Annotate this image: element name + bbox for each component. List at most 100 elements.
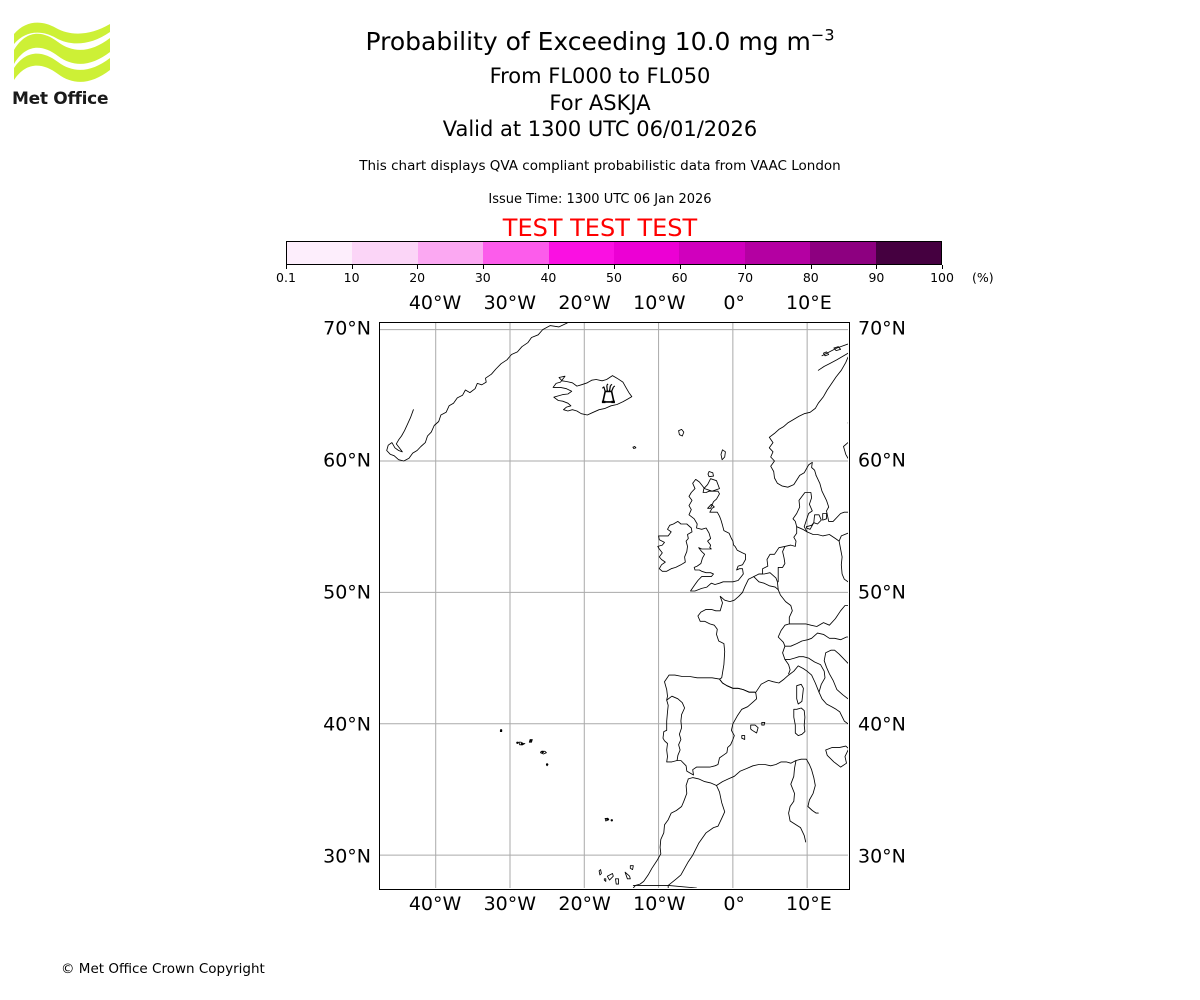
lat-label-right-3: 40°N — [858, 713, 906, 736]
colorbar-tick-label-9: 90 — [868, 270, 885, 285]
island-dot-6 — [606, 817, 609, 821]
lat-label-left-2: 50°N — [323, 581, 371, 604]
colorbar-tick-label-0: 0.1 — [276, 270, 296, 285]
subtitle-volcano: For ASKJA — [549, 91, 651, 115]
colorbar-band-6 — [679, 242, 745, 264]
lat-label-right-2: 50°N — [858, 581, 906, 604]
map-plot-area[interactable] — [379, 322, 850, 890]
coastline-path-21 — [667, 785, 726, 886]
lat-label-left-0: 70°N — [323, 317, 371, 340]
coastline-path-41 — [528, 739, 533, 743]
coastline-path-48 — [615, 878, 619, 885]
colorbar-unit-label: (%) — [972, 270, 994, 285]
lon-label-top-5: 10°E — [786, 292, 832, 314]
colorbar-tick-label-10: 100 — [930, 270, 954, 285]
coastline-path-4 — [720, 449, 726, 461]
coastline-path-30 — [788, 605, 848, 627]
colorbar-tick-label-7: 70 — [737, 270, 754, 285]
colorbar-tick-mark-0 — [286, 265, 287, 269]
colorbar-tick-mark-8 — [810, 265, 812, 269]
colorbar-tick-labels: 0.1 10 20 30 40 50 60 70 80 90 100 — [276, 265, 954, 287]
island-dot-5 — [545, 763, 549, 766]
coastline-path-0 — [386, 323, 568, 462]
coastline-path-25 — [753, 576, 793, 675]
colorbar-tick-label-3: 30 — [474, 270, 491, 285]
lat-label-left-1: 60°N — [323, 449, 371, 472]
coastline-path-14 — [755, 665, 848, 725]
colorbar-tick-label-8: 80 — [802, 270, 819, 285]
island-dot-4 — [541, 750, 544, 754]
coastline-path-10 — [815, 474, 848, 522]
colorbar-tick-mark-2 — [417, 265, 419, 269]
lon-label-top-3: 10°W — [633, 292, 686, 314]
lat-label-right-4: 30°N — [858, 845, 906, 868]
subtitle-valid-time: Valid at 1300 UTC 06/01/2026 — [442, 117, 758, 141]
lon-label-top-2: 20°W — [558, 292, 611, 314]
coastline-path-24 — [666, 695, 686, 761]
test-banner: TEST TEST TEST — [502, 214, 698, 242]
coastline-path-16 — [687, 758, 819, 814]
lon-label-bottom-0: 40°W — [408, 893, 462, 915]
island-dot-7 — [610, 819, 613, 822]
island-dot-1 — [516, 741, 519, 744]
map-basemap — [380, 323, 848, 888]
coastline-path-22 — [788, 760, 807, 843]
met-office-wave-icon — [14, 22, 110, 82]
coastline-path-9 — [768, 356, 848, 488]
issue-time-text: Issue Time: 1300 UTC 06 Jan 2026 — [488, 192, 712, 207]
met-office-logo: Met Office — [12, 22, 112, 112]
probability-colorbar — [286, 241, 942, 265]
compliance-note: This chart displays QVA compliant probab… — [359, 158, 841, 174]
colorbar-band-8 — [810, 242, 876, 264]
page-title-superscript: −3 — [810, 25, 835, 45]
colorbar-band-2 — [417, 242, 484, 264]
coastline-path-38 — [741, 735, 746, 740]
coastline-path-46 — [603, 878, 607, 882]
lon-label-top-1: 30°W — [483, 292, 537, 314]
map-gridlines — [380, 323, 848, 888]
colorbar-tick-mark-3 — [482, 265, 484, 269]
colorbar-tick-mark-6 — [679, 265, 681, 269]
coastline-path-6 — [688, 478, 746, 592]
lon-label-bottom-5: 10°E — [786, 893, 832, 915]
coastline-path-13 — [662, 674, 758, 776]
copyright-text: © Met Office Crown Copyright — [61, 961, 265, 977]
colorbar-tick-label-4: 40 — [540, 270, 557, 285]
colorbar-tick-label-1: 10 — [343, 270, 360, 285]
colorbar-tick-mark-9 — [876, 265, 878, 269]
colorbar-tick-mark-7 — [745, 265, 747, 269]
coastline-path-57 — [805, 522, 815, 530]
lat-label-right-0: 70°N — [858, 317, 906, 340]
colorbar-band-1 — [352, 242, 418, 264]
coastline-path-55 — [813, 514, 822, 525]
coastline-path-17 — [632, 778, 689, 888]
page-title: Probability of Exceeding 10.0 mg m−3 — [0, 27, 1200, 57]
coastline-path-15 — [823, 649, 848, 700]
volcano-marker-icon — [601, 383, 616, 404]
coastline-path-45 — [598, 869, 602, 876]
lon-label-top-0: 40°W — [408, 292, 462, 314]
coastline-path-40 — [518, 741, 526, 746]
coastline-path-52 — [817, 352, 848, 371]
page-title-text: Probability of Exceeding 10.0 mg m — [365, 27, 811, 56]
lon-label-bottom-1: 30°W — [483, 893, 537, 915]
lon-label-bottom-2: 20°W — [558, 893, 611, 915]
coastline-path-33 — [793, 707, 806, 737]
coastline-path-35 — [825, 745, 848, 768]
coastline-path-5 — [707, 471, 714, 478]
colorbar-band-4 — [548, 242, 615, 264]
coastline-path-1 — [552, 375, 633, 416]
colorbar-band-0 — [287, 242, 353, 264]
coastline-path-34 — [796, 683, 804, 705]
colorbar-tick-label-2: 20 — [409, 270, 426, 285]
subtitle-flight-levels: From FL000 to FL050 — [489, 64, 711, 88]
coastline-path-50 — [629, 865, 634, 871]
coastline-path-53 — [823, 351, 830, 357]
coastline-path-2 — [632, 446, 637, 449]
colorbar-band-9 — [875, 242, 942, 264]
lon-label-top-4: 0° — [723, 292, 745, 314]
island-dot-0 — [499, 729, 503, 732]
coastline-path-42 — [540, 750, 547, 755]
coastline-path-3 — [678, 428, 685, 437]
lon-label-bottom-4: 0° — [723, 893, 745, 915]
